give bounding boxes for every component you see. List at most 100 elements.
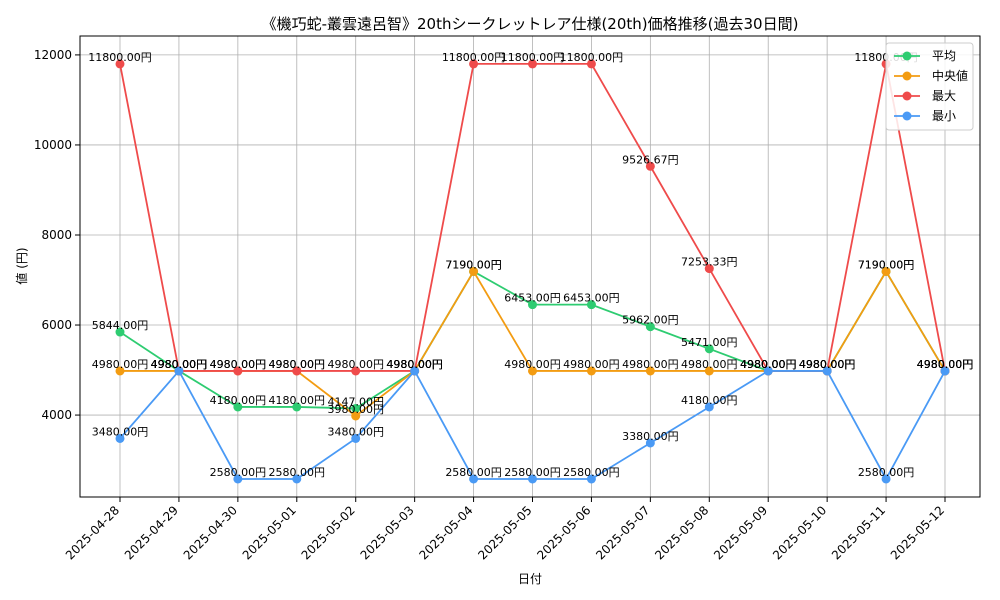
plot-frame bbox=[79, 35, 981, 498]
y-tick-label: 10000 bbox=[34, 138, 72, 152]
data-label: 4980.00円 bbox=[151, 358, 208, 371]
data-point bbox=[645, 161, 655, 171]
data-point bbox=[645, 366, 655, 376]
x-tick-label: 2025-04-28 bbox=[63, 503, 122, 562]
x-tick-label: 2025-05-02 bbox=[299, 503, 358, 562]
x-tick-label: 2025-04-30 bbox=[181, 503, 240, 562]
data-label: 4980.00円 bbox=[740, 358, 797, 371]
data-label: 4980.00円 bbox=[740, 358, 797, 371]
data-label: 4980.00円 bbox=[917, 358, 974, 371]
data-label: 4980.00円 bbox=[386, 358, 443, 371]
data-point bbox=[115, 59, 125, 69]
data-point bbox=[351, 411, 361, 421]
data-point bbox=[469, 59, 479, 69]
data-label: 11800.00円 bbox=[442, 51, 506, 64]
data-label: 4980.00円 bbox=[799, 358, 856, 371]
data-point bbox=[115, 366, 125, 376]
data-point bbox=[292, 366, 302, 376]
data-label: 4980.00円 bbox=[92, 358, 149, 371]
data-label: 3380.00円 bbox=[622, 430, 679, 443]
x-tick-label: 2025-04-29 bbox=[122, 503, 181, 562]
grid-layer bbox=[80, 36, 980, 497]
data-point bbox=[351, 403, 361, 413]
data-label: 4980.00円 bbox=[151, 358, 208, 371]
data-label: 2580.00円 bbox=[858, 466, 915, 479]
data-label: 2580.00円 bbox=[504, 466, 561, 479]
data-point bbox=[586, 366, 596, 376]
data-label: 4980.00円 bbox=[504, 358, 561, 371]
x-tick-label: 2025-05-11 bbox=[829, 503, 888, 562]
x-tick-label: 2025-05-07 bbox=[593, 503, 652, 562]
data-point bbox=[763, 366, 773, 376]
data-point bbox=[469, 266, 479, 276]
data-point bbox=[292, 474, 302, 484]
data-label: 2580.00円 bbox=[445, 466, 502, 479]
data-label: 4980.00円 bbox=[740, 358, 797, 371]
legend-entry: 平均 bbox=[932, 49, 956, 63]
data-point bbox=[292, 402, 302, 412]
data-label: 5844.00円 bbox=[92, 319, 149, 332]
legend-box bbox=[885, 42, 974, 131]
data-label: 4980.00円 bbox=[151, 358, 208, 371]
data-point bbox=[233, 366, 243, 376]
data-point bbox=[528, 59, 537, 69]
data-point bbox=[704, 366, 714, 376]
data-label: 4980.00円 bbox=[269, 358, 326, 371]
legend-entry: 最小 bbox=[932, 109, 956, 123]
data-point bbox=[586, 59, 596, 69]
data-point bbox=[528, 474, 537, 484]
x-axis-label: 日付 bbox=[518, 572, 542, 586]
data-point bbox=[586, 300, 596, 310]
x-tick-label: 2025-05-09 bbox=[711, 503, 770, 562]
data-label: 7190.00円 bbox=[858, 258, 915, 271]
data-label: 7190.00円 bbox=[858, 258, 915, 271]
data-label: 2580.00円 bbox=[563, 466, 620, 479]
y-tick-label: 12000 bbox=[34, 48, 72, 62]
data-point bbox=[704, 264, 714, 274]
data-label: 4980.00円 bbox=[386, 358, 443, 371]
data-label: 4180.00円 bbox=[681, 394, 738, 407]
data-label: 4980.00円 bbox=[799, 358, 856, 371]
data-point bbox=[645, 438, 655, 448]
data-label: 3980.00円 bbox=[327, 403, 384, 416]
legend-marker bbox=[902, 91, 912, 101]
data-label: 7190.00円 bbox=[445, 258, 502, 271]
data-point bbox=[822, 366, 832, 376]
data-label: 4980.00円 bbox=[210, 358, 267, 371]
data-label: 4980.00円 bbox=[917, 358, 974, 371]
data-label: 4980.00円 bbox=[269, 358, 326, 371]
x-tick-layer: 2025-04-28 2025-04-29 2025-04-30 2025-05-01… bbox=[63, 497, 947, 562]
data-point bbox=[115, 327, 125, 337]
data-point bbox=[115, 433, 125, 443]
data-label: 7190.00円 bbox=[445, 258, 502, 271]
data-label: 4980.00円 bbox=[917, 358, 974, 371]
y-tick-label: 4000 bbox=[41, 408, 72, 422]
data-label: 4980.00円 bbox=[210, 358, 267, 371]
x-tick-label: 2025-05-06 bbox=[534, 503, 593, 562]
data-point bbox=[233, 402, 243, 412]
data-label: 2580.00円 bbox=[210, 466, 267, 479]
data-point bbox=[881, 266, 891, 276]
x-tick-label: 2025-05-04 bbox=[416, 503, 475, 562]
series-layer bbox=[115, 59, 950, 484]
data-point bbox=[586, 474, 596, 484]
data-label: 4980.00円 bbox=[799, 358, 856, 371]
data-label: 5962.00円 bbox=[622, 314, 679, 327]
data-label: 4980.00円 bbox=[151, 358, 208, 371]
data-point bbox=[704, 402, 714, 412]
data-label: 4980.00円 bbox=[917, 358, 974, 371]
data-label: 9526.67円 bbox=[622, 153, 679, 166]
data-point bbox=[351, 433, 361, 443]
x-tick-label: 2025-05-08 bbox=[652, 503, 711, 562]
data-label: 4980.00円 bbox=[386, 358, 443, 371]
legend-entry: 中央値 bbox=[932, 68, 968, 83]
data-label: 4980.00円 bbox=[622, 358, 679, 371]
legend-marker bbox=[902, 51, 912, 61]
data-point bbox=[645, 322, 655, 332]
data-point bbox=[528, 366, 537, 376]
data-label: 4980.00円 bbox=[386, 358, 443, 371]
x-tick-label: 2025-05-10 bbox=[770, 503, 829, 562]
y-tick-label: 6000 bbox=[41, 318, 72, 332]
data-point bbox=[410, 366, 420, 376]
